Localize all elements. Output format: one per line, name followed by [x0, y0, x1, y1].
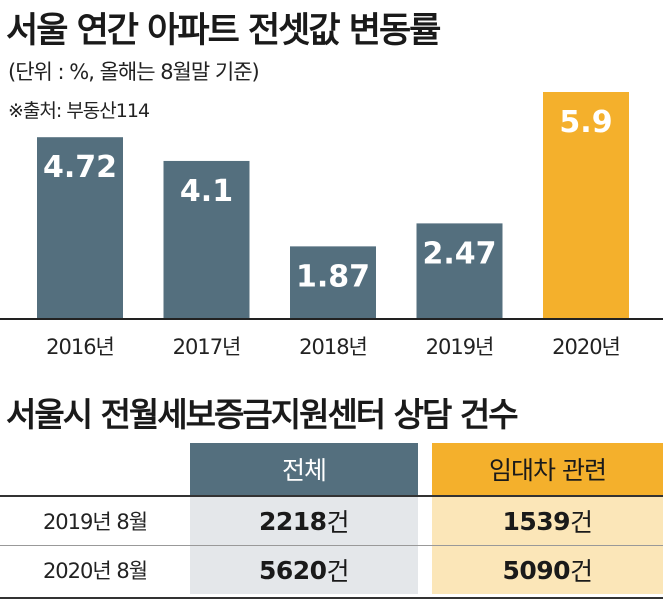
table-divider-bottom [0, 597, 663, 599]
cell-value: 5090 [502, 555, 571, 585]
cell-unit: 건 [570, 557, 593, 586]
x-tick-label: 2017년 [173, 335, 241, 359]
cell-value: 2218 [258, 506, 327, 536]
cell-value: 1539 [502, 506, 571, 536]
x-tick-label: 2019년 [426, 335, 494, 359]
bar-value-label: 4.1 [180, 174, 233, 209]
bar-2018년 [290, 246, 376, 318]
x-tick-label: 2016년 [46, 335, 114, 359]
table-cell-bg [190, 546, 418, 594]
chart-title: 서울 연간 아파트 전셋값 변동률 [6, 11, 441, 51]
table-header-lease-related: 임대차 관련 [432, 443, 663, 495]
cell-unit: 건 [326, 508, 350, 537]
bar-2019년 [416, 223, 503, 318]
cell-unit: 건 [326, 557, 350, 586]
x-tick-label: 2018년 [299, 335, 367, 359]
bar-chart: 4.72 2016년 4.1 2017년 1.87 2018년 2.47 2019년 5.9 20… [0, 92, 663, 359]
source-note: ※출처: 부동산114 [8, 100, 150, 122]
table-row-label: 2020년 8월 [42, 559, 148, 583]
bar-value-label: 4.72 [43, 150, 117, 185]
x-tick-label: 2020년 [552, 335, 620, 359]
table-cell-total: 2218 건 [190, 497, 418, 545]
bar-value-label: 5.9 [559, 105, 612, 140]
bar-2016년 [37, 137, 123, 318]
bar-2017년 [163, 160, 250, 318]
cell-value: 5620 [258, 555, 327, 585]
table-row-label: 2019년 8월 [42, 510, 148, 534]
table-title: 서울시 전월세보증금지원센터 상담 건수 [6, 395, 519, 434]
table-cell-bg [432, 497, 663, 545]
table-header-total: 전체 [190, 443, 418, 495]
bar-value-label: 2.47 [422, 236, 496, 271]
table-divider-top [0, 495, 663, 497]
table-cell-bg [432, 546, 663, 594]
table-divider-mid [0, 545, 663, 546]
bar-value-label: 1.87 [296, 259, 370, 294]
unit-note: (단위 : %, 올해는 8월말 기준) [8, 60, 260, 84]
table-cell-lease-related: 1539 건 [432, 497, 663, 545]
table-cell-lease-related: 5090 건 [432, 546, 663, 594]
table-cell-total: 5620 건 [190, 546, 418, 594]
bar-2020년 [543, 92, 629, 318]
cell-unit: 건 [570, 508, 593, 537]
table-cell-bg [190, 497, 418, 545]
